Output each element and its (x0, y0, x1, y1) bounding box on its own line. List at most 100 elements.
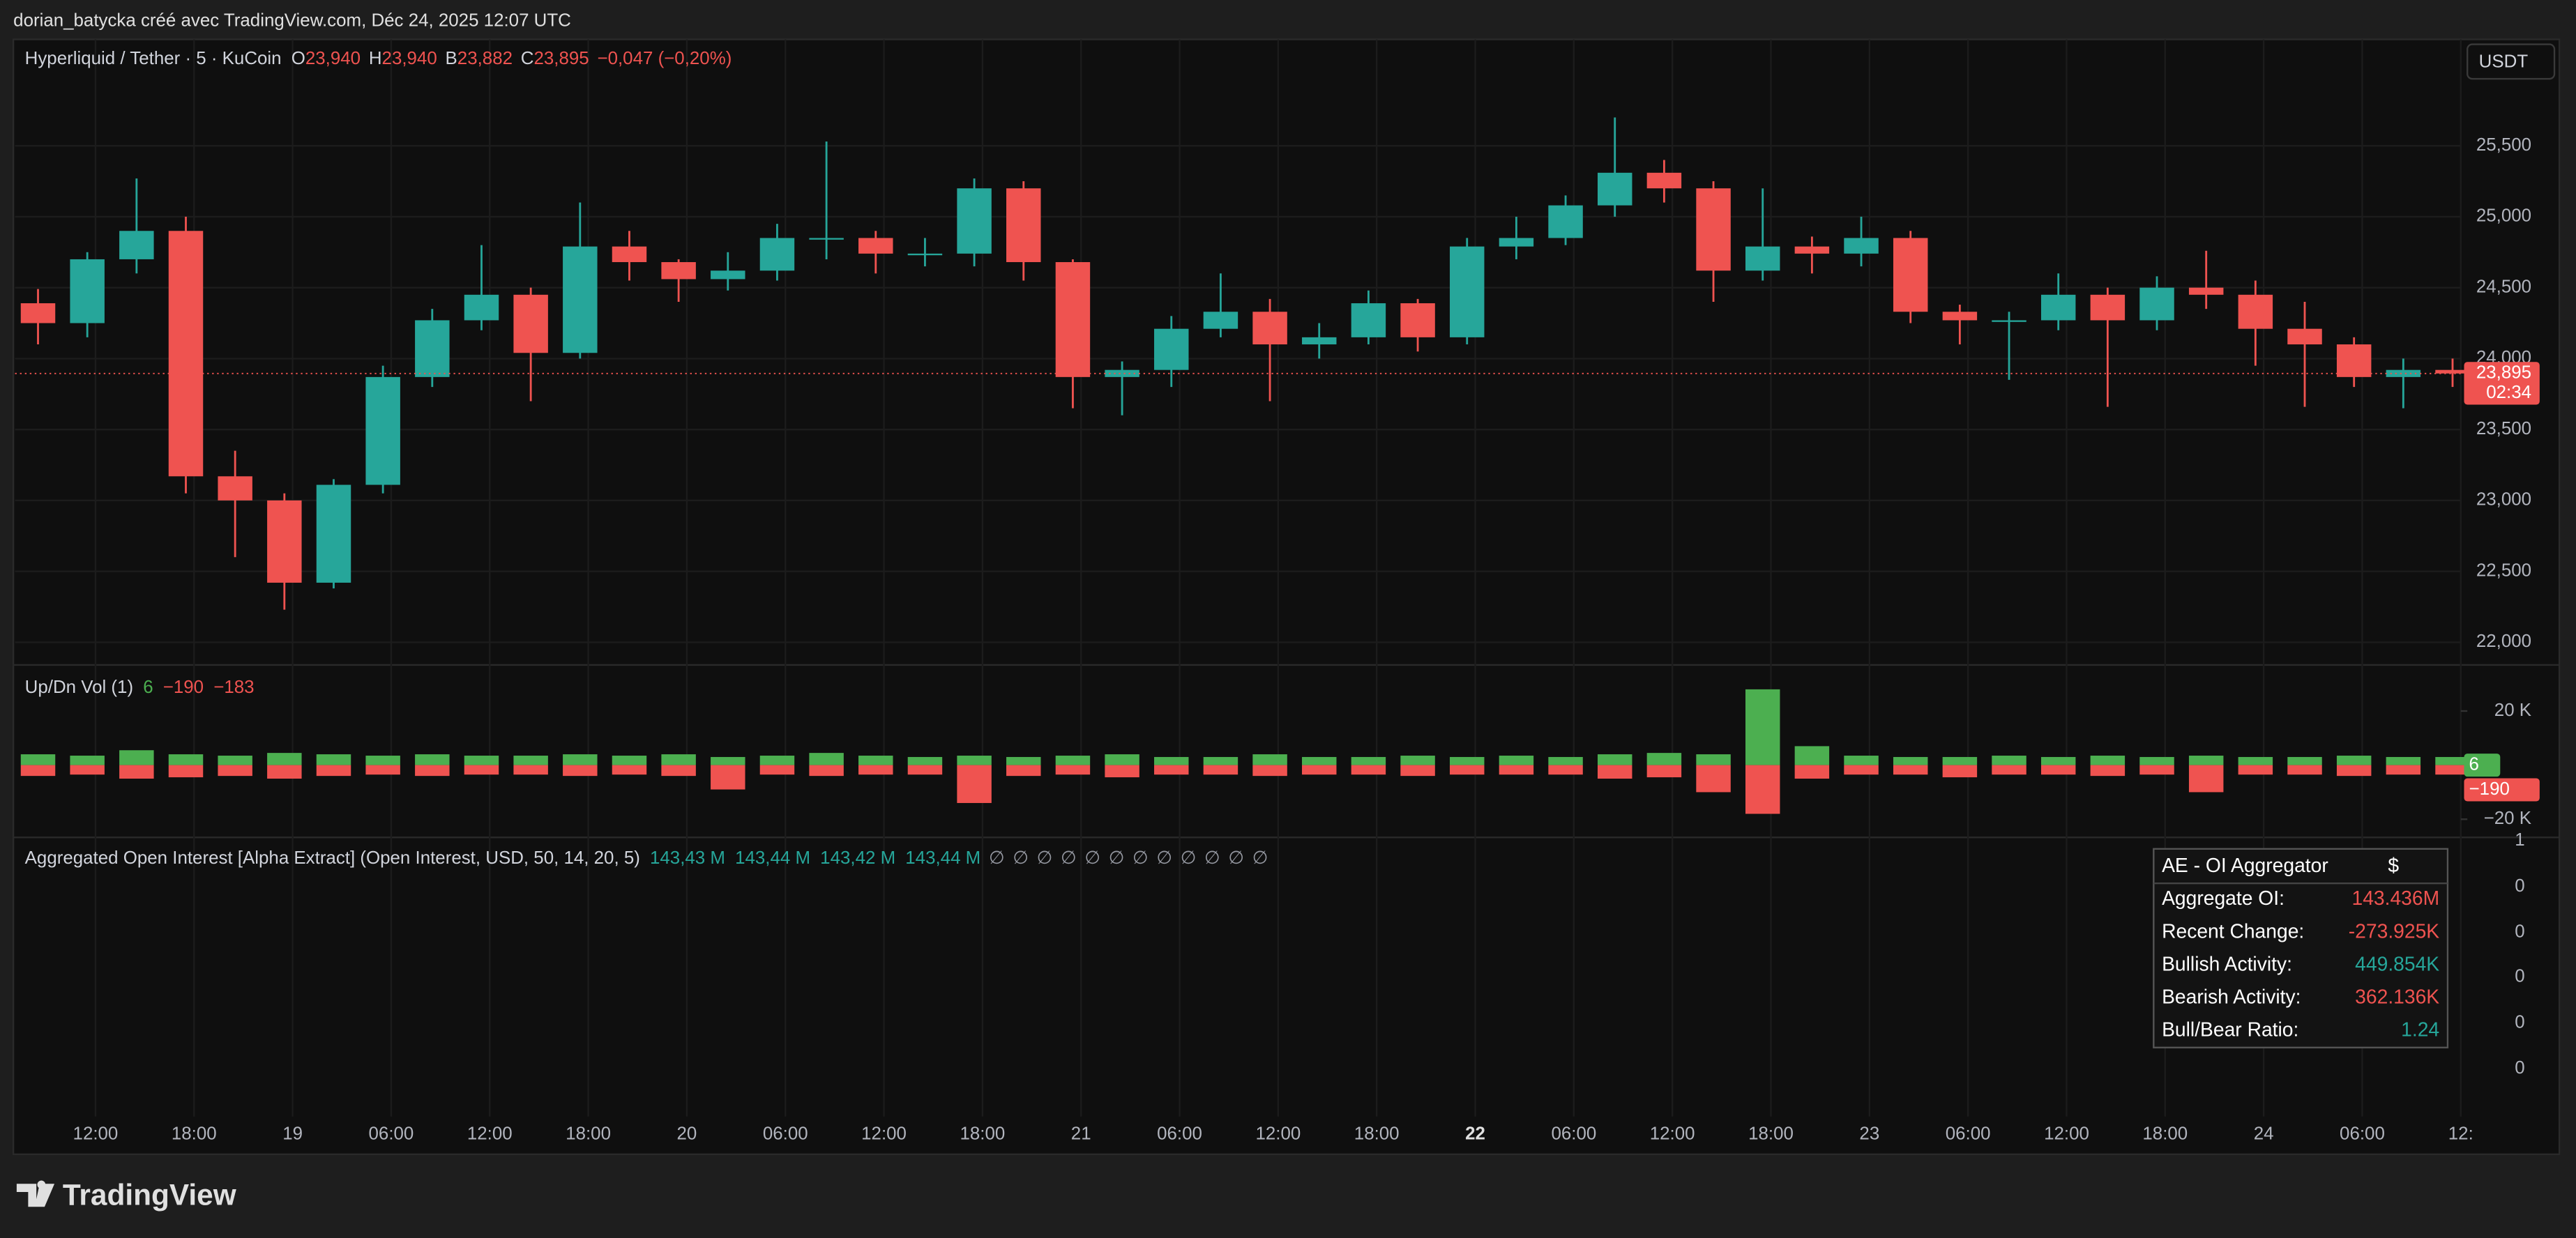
volume-value-label: −190 (2469, 779, 2510, 799)
volume-bar (1351, 765, 1386, 775)
brand: TradingView (63, 1178, 237, 1211)
change: −0,047 (−0,20%) (597, 49, 732, 68)
last-price-label: 23,895 (2476, 363, 2531, 383)
symbol-legend: Hyperliquid / Tether · 5 · KuCoin O23,940… (25, 49, 732, 68)
volume-bar (1548, 756, 1583, 765)
x-tick-label: 18:00 (1354, 1124, 1400, 1143)
volume-bar (1499, 756, 1534, 765)
x-tick-label: 12:00 (861, 1124, 907, 1143)
oi-table-value: -273.925K (2349, 919, 2440, 942)
candle-body (218, 476, 252, 500)
candle-body (1400, 303, 1435, 337)
oi-table-header: $ (2388, 854, 2399, 876)
volume-bar (267, 765, 302, 779)
symbol: Hyperliquid / Tether · 5 · KuCoin (25, 49, 282, 68)
volume-bar (957, 756, 992, 765)
candle-body (809, 238, 844, 240)
oi-table-value: 143.436M (2352, 887, 2440, 909)
volume-bar (612, 765, 647, 775)
volume-bar (1252, 754, 1287, 765)
candle-body (20, 303, 56, 323)
volume-bar (1942, 756, 1978, 765)
volume-bar (858, 765, 893, 775)
x-tick-label: 22 (1465, 1124, 1485, 1143)
oi-value: 143,44 M (735, 848, 810, 868)
candle-body (1598, 172, 1632, 206)
ohlc-key: O (291, 49, 305, 68)
x-tick-label: 21 (1071, 1124, 1091, 1143)
candle-body (1745, 246, 1780, 271)
volume-bar (563, 754, 598, 765)
oi-table-key: Bull/Bear Ratio: (2162, 1018, 2298, 1041)
volume-bar (809, 765, 844, 777)
candle-body (70, 259, 105, 323)
candle-body (1794, 246, 1830, 254)
candle-body (1646, 172, 1682, 189)
x-tick-label: 18:00 (2142, 1124, 2188, 1143)
volume-bar (1006, 765, 1041, 777)
volume-bar (70, 756, 105, 765)
oi-table-header: AE - OI Aggregator (2162, 854, 2328, 876)
x-tick-label: 06:00 (369, 1124, 414, 1143)
candle-body (957, 188, 992, 254)
volume-bar (1992, 765, 2026, 775)
volume-bar (218, 756, 252, 765)
oi-empty: ∅ (1037, 848, 1053, 868)
volume-bar (1450, 765, 1485, 775)
volume-bar (316, 754, 351, 765)
volume-bar (1055, 765, 1091, 775)
volume-bar (1105, 754, 1139, 765)
volume-bar (1844, 756, 1879, 765)
candle-body (1154, 328, 1189, 370)
ohlc-key: B (446, 49, 457, 68)
oi-table-value: 362.136K (2355, 986, 2439, 1008)
oi-empty: ∅ (1204, 848, 1220, 868)
oi-empty: ∅ (1109, 848, 1125, 868)
candle-body (1942, 312, 1978, 321)
currency-box[interactable] (2467, 43, 2556, 80)
x-tick-label: 06:00 (763, 1124, 808, 1143)
oi-table (2153, 848, 2449, 1048)
candle-body (661, 262, 696, 280)
y-tick-label: 23,500 (2476, 419, 2531, 438)
oi-empty: ∅ (1013, 848, 1029, 868)
candle-body (2435, 369, 2470, 374)
oi-table-key: Bearish Activity: (2162, 986, 2301, 1008)
x-tick-label: 18:00 (172, 1124, 217, 1143)
candle-body (2139, 287, 2174, 321)
volume-bar (809, 753, 844, 765)
candle-body (907, 253, 943, 256)
volume-bar (1055, 756, 1091, 765)
volume-bar (168, 765, 204, 778)
oi-value: 143,42 M (820, 848, 895, 868)
credit: dorian_batycka créé avec TradingView.com… (13, 10, 571, 30)
volume-legend-value: −183 (213, 678, 254, 697)
volume-value-box (2464, 754, 2501, 777)
candle-body (464, 294, 499, 321)
volume-bar (1696, 754, 1731, 765)
candle-body (1548, 205, 1583, 238)
volume-bar (1302, 756, 1337, 765)
volume-bar (2287, 756, 2322, 765)
volume-bar (415, 754, 450, 765)
volume-bar (20, 754, 56, 765)
x-tick-label: 18:00 (1748, 1124, 1794, 1143)
x-tick-label: 06:00 (1946, 1124, 1991, 1143)
y-tick-label: 22,000 (2476, 632, 2531, 651)
volume-bar (1893, 756, 1928, 765)
volume-bar (1942, 765, 1978, 778)
oi-empty: ∅ (1228, 848, 1244, 868)
volume-bar (168, 754, 204, 765)
volume-bar (2386, 765, 2421, 775)
oi-table-value: 449.854K (2355, 952, 2439, 975)
volume-bar (1745, 689, 1780, 765)
candle-body (267, 500, 302, 583)
ohlc-key: H (369, 49, 382, 68)
y-tick-label: 20 K (2494, 701, 2531, 720)
ohlc-key: C (521, 49, 534, 68)
volume-bar (2188, 756, 2224, 765)
x-tick-label: 12:00 (1650, 1124, 1695, 1143)
candle-body (759, 238, 795, 271)
candle-body (2386, 369, 2421, 377)
x-tick-label: 18:00 (566, 1124, 611, 1143)
